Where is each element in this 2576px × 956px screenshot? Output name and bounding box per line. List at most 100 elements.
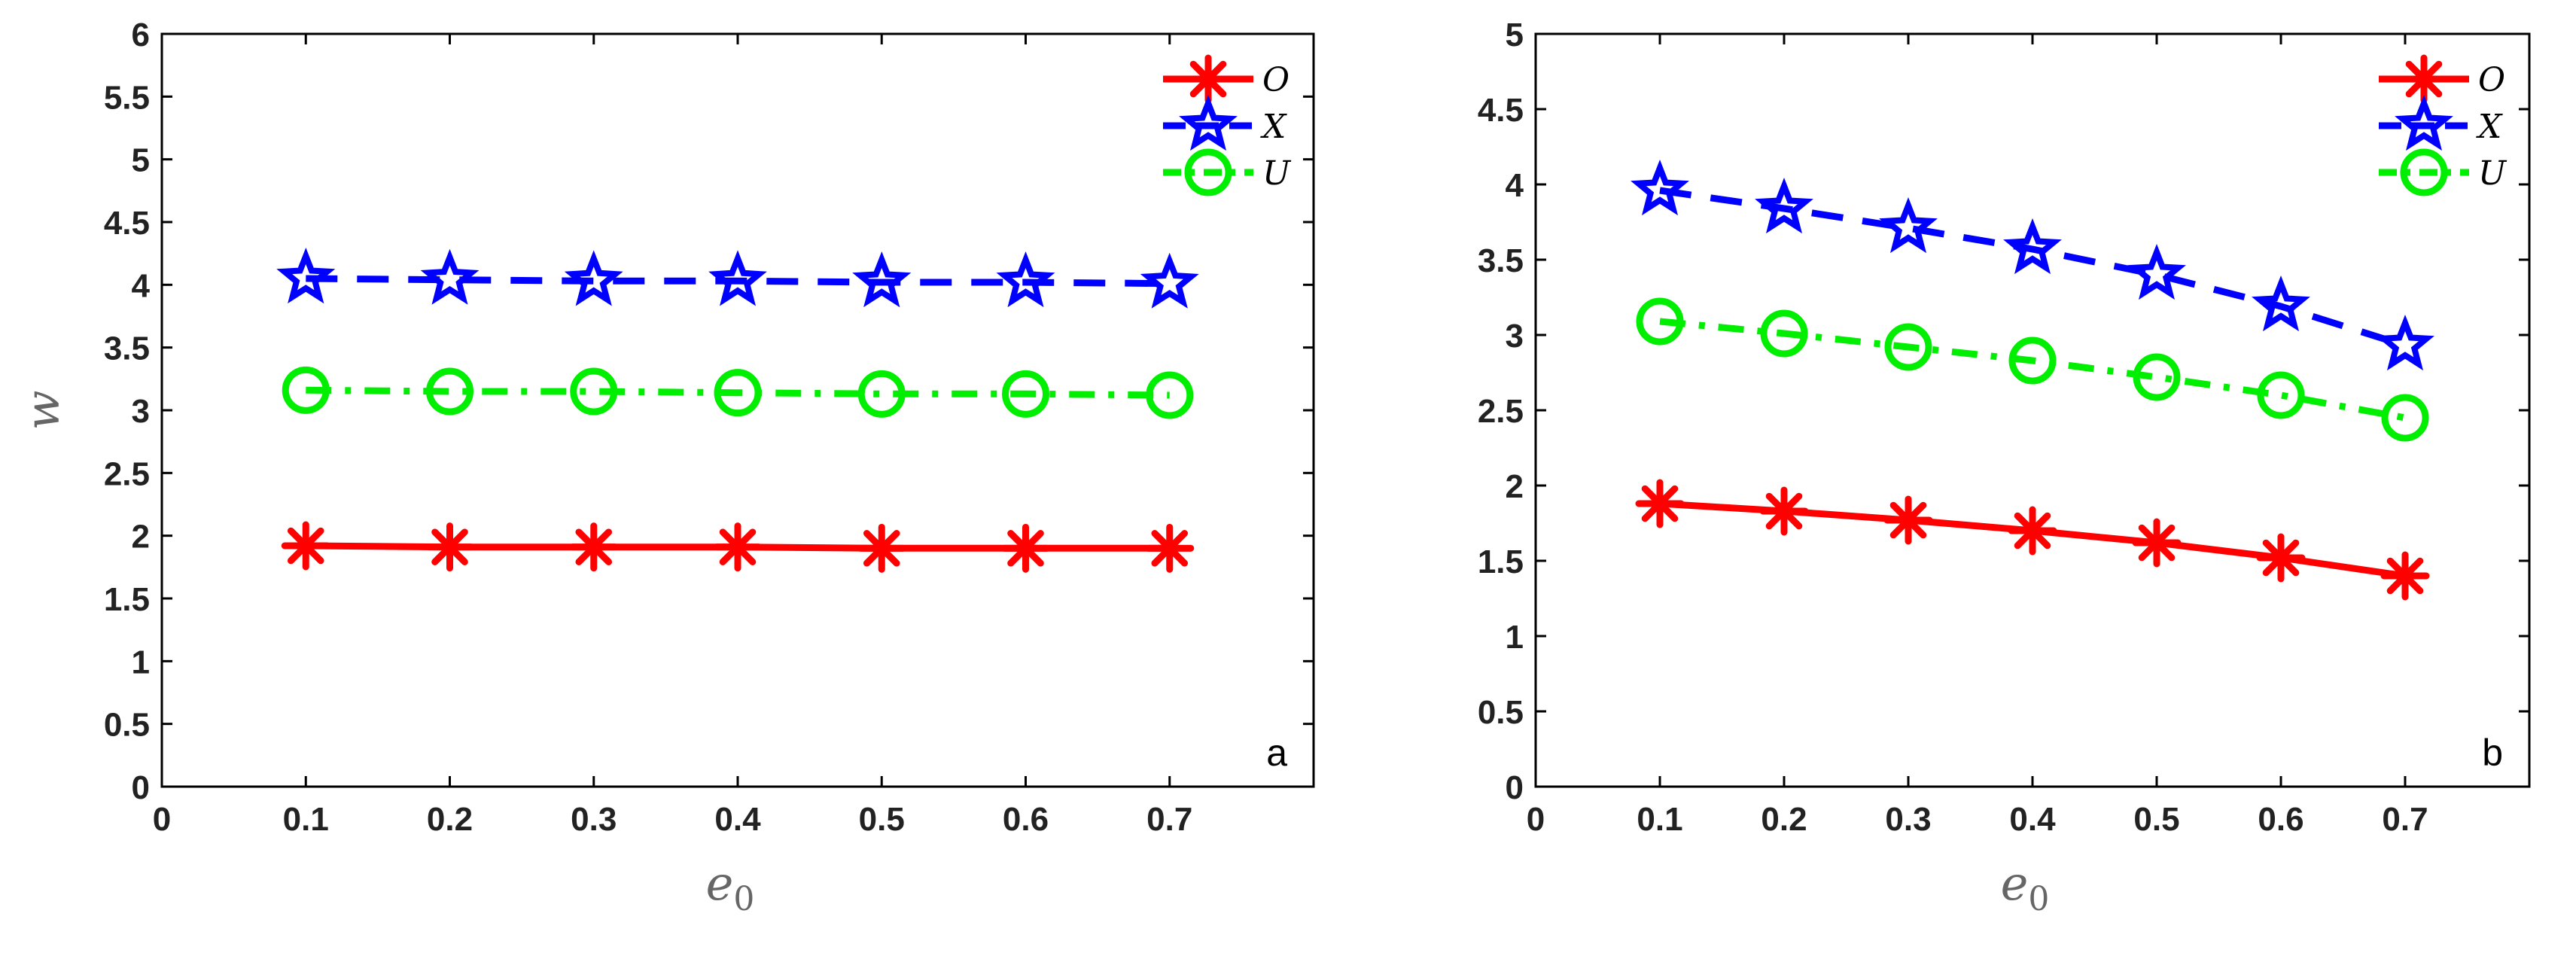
series-U (282, 366, 1194, 419)
x-tick-label: 0.2 (1761, 801, 1807, 838)
x-tick-label: 0 (1527, 801, 1545, 838)
data-point-X (1631, 159, 1689, 216)
x-axis-label: e0 (2001, 856, 2050, 918)
x-tick-label: 0.1 (283, 801, 329, 838)
series-line-X (306, 275, 1170, 288)
y-tick-label: 6 (132, 17, 150, 53)
y-tick-label: 5.5 (104, 79, 150, 116)
data-point-X (2127, 243, 2186, 300)
y-tick-label: 0 (1506, 769, 1524, 806)
y-tick-label: 0.5 (104, 707, 150, 744)
legend-marker-X (1179, 94, 1238, 151)
data-point-U (857, 370, 906, 418)
x-tick-label: 0.2 (427, 801, 473, 838)
data-point-O (2380, 551, 2430, 601)
y-tick-label: 0.5 (1478, 694, 1524, 731)
x-tick-label: 0.4 (714, 801, 761, 838)
y-tick-label: 3 (1506, 318, 1524, 355)
data-point-O (2132, 518, 2182, 568)
data-point-U (1760, 309, 1808, 358)
data-point-X (2376, 314, 2434, 371)
y-tick-label: 5 (1506, 17, 1524, 53)
y-tick-label: 4.5 (1478, 92, 1524, 129)
data-point-U (2257, 371, 2305, 419)
panel-label: b (2482, 732, 2503, 774)
series-line-U (1659, 318, 2406, 422)
data-point-X (996, 251, 1055, 308)
legend-label-O: O (1262, 61, 1290, 99)
x-tick-label: 0.3 (571, 801, 617, 838)
y-axis-label: w (15, 390, 70, 430)
data-point-O (713, 522, 763, 572)
data-point-O (1759, 486, 1809, 536)
y-tick-label: 3.5 (1478, 242, 1524, 279)
series-O (1635, 479, 2430, 601)
y-tick-label: 5 (132, 142, 150, 179)
chart-panel-a: 0 0.1 0.2 0.3 0.4 0.5 0.6 0.7 0 0.5 1 1.5 2 2.5 3 3.5 4 4… (15, 17, 1315, 918)
data-point-U (2008, 336, 2057, 385)
panel-label: a (1266, 732, 1287, 774)
y-tick-label: 4.5 (104, 205, 150, 242)
data-point-O (1145, 523, 1195, 573)
data-point-U (1884, 323, 1932, 371)
y-tick-label: 4 (1506, 167, 1524, 204)
data-point-U (426, 367, 473, 416)
y-tick-label: 3 (132, 393, 150, 430)
series-U (1636, 297, 2429, 442)
x-tick-label: 0.7 (1146, 801, 1192, 838)
data-point-U (570, 367, 618, 416)
legend: OXU (1163, 54, 1292, 196)
y-tick-label: 2 (132, 519, 150, 556)
x-tick-label: 0.4 (2009, 801, 2056, 838)
data-point-U (2381, 394, 2429, 442)
series-line-U (306, 386, 1170, 399)
series-X (1631, 159, 2434, 371)
data-point-X (1140, 252, 1199, 309)
y-tick-label: 2.5 (104, 455, 150, 492)
legend-marker-U (2400, 148, 2448, 196)
y-tick-label: 3.5 (104, 330, 150, 367)
data-point-X (852, 251, 912, 308)
data-point-U (1002, 370, 1049, 418)
data-point-O (1001, 523, 1050, 573)
data-point-O (1635, 479, 1685, 528)
data-point-O (569, 522, 619, 572)
x-tick-label: 0 (153, 801, 171, 838)
data-point-X (2003, 218, 2062, 275)
data-point-X (1755, 177, 1813, 234)
data-point-O (425, 522, 474, 572)
legend-label-U: U (1262, 154, 1292, 193)
data-point-X (1879, 196, 1938, 254)
x-axis-label: e0 (706, 856, 755, 918)
legend: OXU (2379, 54, 2507, 196)
data-point-U (1146, 371, 1194, 419)
x-tick-label: 0.3 (1885, 801, 1931, 838)
y-tick-label: 4 (132, 267, 151, 304)
legend-marker-U (1184, 148, 1232, 196)
y-tick-label: 1 (132, 644, 150, 680)
y-tick-label: 0 (132, 769, 150, 806)
x-tick-label: 0.6 (2258, 801, 2303, 838)
legend-label-U: U (2478, 154, 2507, 193)
chart-panel-b: 0 0.1 0.2 0.3 0.4 0.5 0.6 0.7 0 0.5 1 1.5 2 2.5 3 3.5 4 4… (1478, 17, 2531, 918)
series-X (276, 248, 1199, 309)
data-point-X (708, 250, 767, 306)
data-point-O (1883, 495, 1933, 545)
data-point-O (281, 521, 330, 571)
data-point-X (2252, 275, 2310, 332)
data-point-O (2008, 506, 2057, 556)
data-point-U (714, 369, 762, 417)
data-point-X (276, 248, 336, 304)
legend-marker-O (2399, 54, 2449, 104)
legend-label-X: X (1260, 108, 1287, 146)
data-point-O (857, 523, 906, 573)
legend-marker-O (1183, 54, 1233, 104)
y-tick-label: 1.5 (104, 581, 150, 618)
y-tick-label: 2 (1506, 468, 1524, 505)
series-O (281, 521, 1195, 573)
x-tick-label: 0.5 (859, 801, 905, 838)
legend-marker-X (2395, 94, 2453, 151)
x-tick-label: 0.1 (1637, 801, 1682, 838)
legend-label-X: X (2476, 108, 2503, 146)
y-tick-label: 1 (1506, 619, 1524, 656)
